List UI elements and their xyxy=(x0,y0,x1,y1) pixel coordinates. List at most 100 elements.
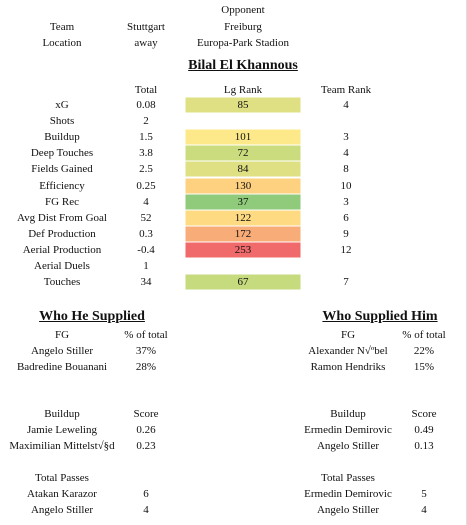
stat-label: Avg Dist From Goal xyxy=(17,211,107,224)
value-cell: 22% xyxy=(413,345,435,357)
rank-cell xyxy=(185,242,301,258)
stat-label: Touches xyxy=(43,276,81,289)
column-header: Team Rank xyxy=(320,84,372,96)
stat-total: 2 xyxy=(143,115,149,128)
stat-label: Aerial Duels xyxy=(34,260,90,272)
value-cell: 28% xyxy=(135,361,157,373)
player-name-cell: Angelo Stiller xyxy=(316,440,380,452)
section-header: % of total xyxy=(402,329,446,341)
rank-cell xyxy=(185,97,301,113)
team-rank: 6 xyxy=(343,211,349,224)
player-name: Bilal El Khannous xyxy=(188,58,298,73)
stat-total: -0.4 xyxy=(137,243,155,256)
stat-total: 0.25 xyxy=(136,179,156,192)
player-name-cell: Angelo Stiller xyxy=(30,504,94,516)
player-name-cell: Jamie Leweling xyxy=(27,424,97,436)
section-header: Score xyxy=(411,408,437,420)
player-name-cell: Ramon Hendriks xyxy=(310,361,386,373)
team-rank: 4 xyxy=(343,99,349,111)
league-rank: 122 xyxy=(234,211,252,224)
stat-total: 0.08 xyxy=(136,99,156,111)
column-header: Lg Rank xyxy=(223,84,263,96)
stat-total: 3.8 xyxy=(139,147,153,160)
section-header: FG xyxy=(340,329,356,341)
header-label: Team xyxy=(49,21,75,33)
team-rank: 4 xyxy=(343,147,349,160)
league-rank: 84 xyxy=(237,163,249,176)
league-rank: 85 xyxy=(237,99,249,111)
section-title: Who Supplied Him xyxy=(322,309,438,324)
section-header: Buildup xyxy=(44,408,80,420)
team-rank: 3 xyxy=(343,195,349,208)
stat-total: 1.5 xyxy=(139,131,153,144)
section-header: Total Passes xyxy=(35,472,89,484)
header-value: away xyxy=(134,37,158,49)
stat-label: Aerial Production xyxy=(22,243,102,256)
player-name-cell: Angelo Stiller xyxy=(316,504,380,516)
rank-cell xyxy=(185,226,301,242)
team-rank: 3 xyxy=(343,131,349,144)
rank-cell xyxy=(185,210,301,226)
value-cell: 0.49 xyxy=(414,424,434,436)
value-cell: 5 xyxy=(421,488,427,500)
player-name-cell: Alexander N√ºbel xyxy=(308,345,388,357)
team-rank: 12 xyxy=(340,243,352,256)
section-header: Buildup xyxy=(330,408,366,420)
league-rank: 101 xyxy=(234,131,252,144)
column-header: Total xyxy=(134,84,158,96)
stat-label: Fields Gained xyxy=(31,163,93,176)
league-rank: 130 xyxy=(234,179,252,192)
section-header: Total Passes xyxy=(321,472,375,484)
value-cell: 0.13 xyxy=(414,440,434,452)
section-header: Score xyxy=(133,408,159,420)
team-rank: 9 xyxy=(343,227,349,240)
player-name-cell: Ermedin Demirovic xyxy=(304,488,392,500)
value-cell: 0.26 xyxy=(136,424,156,436)
stat-total: 52 xyxy=(140,211,152,224)
header-value: Europa-Park Stadion xyxy=(197,37,289,49)
header-value: Stuttgart xyxy=(127,21,165,33)
player-name-cell: Angelo Stiller xyxy=(30,345,94,357)
section-header: % of total xyxy=(124,329,168,341)
stat-total: 34 xyxy=(140,276,152,289)
header-label: Location xyxy=(42,37,82,49)
stat-total: 0.3 xyxy=(139,227,153,240)
section-title: Who He Supplied xyxy=(39,309,145,324)
player-name-cell: Atakan Karazor xyxy=(27,488,97,500)
value-cell: 0.23 xyxy=(136,440,156,452)
team-rank: 8 xyxy=(343,163,349,176)
player-name-cell: Maximilian Mittelst√§d xyxy=(9,440,115,452)
value-cell: 4 xyxy=(143,504,149,516)
league-rank: 37 xyxy=(237,195,249,208)
team-rank: 10 xyxy=(340,179,352,192)
header-label: Opponent xyxy=(221,4,265,16)
team-rank: 7 xyxy=(343,276,349,289)
stat-label: Shots xyxy=(49,115,75,128)
stat-label: FG Rec xyxy=(45,195,79,208)
rank-cell xyxy=(185,129,301,145)
player-name-cell: Badredine Bouanani xyxy=(16,361,108,373)
value-cell: 15% xyxy=(413,361,435,373)
league-rank: 172 xyxy=(234,227,252,240)
league-rank: 253 xyxy=(234,243,252,256)
league-rank: 67 xyxy=(237,276,249,289)
rank-cell xyxy=(185,178,301,193)
stat-label: xG xyxy=(55,99,69,111)
value-cell: 4 xyxy=(421,504,427,516)
stat-label: Buildup xyxy=(44,131,80,144)
header-value: Freiburg xyxy=(224,21,262,33)
stat-label: Deep Touches xyxy=(30,147,94,160)
stat-total: 1 xyxy=(143,260,149,272)
stat-total: 4 xyxy=(143,195,149,208)
rank-cell xyxy=(185,274,301,290)
stat-total: 2.5 xyxy=(139,163,153,176)
rank-cell xyxy=(185,194,301,210)
rank-cell xyxy=(185,145,301,161)
section-header: FG xyxy=(54,329,70,341)
rank-cell xyxy=(185,161,301,177)
player-name-cell: Ermedin Demirovic xyxy=(304,424,392,436)
value-cell: 37% xyxy=(135,345,157,357)
league-rank: 72 xyxy=(237,147,249,160)
stat-label: Def Production xyxy=(28,227,96,240)
